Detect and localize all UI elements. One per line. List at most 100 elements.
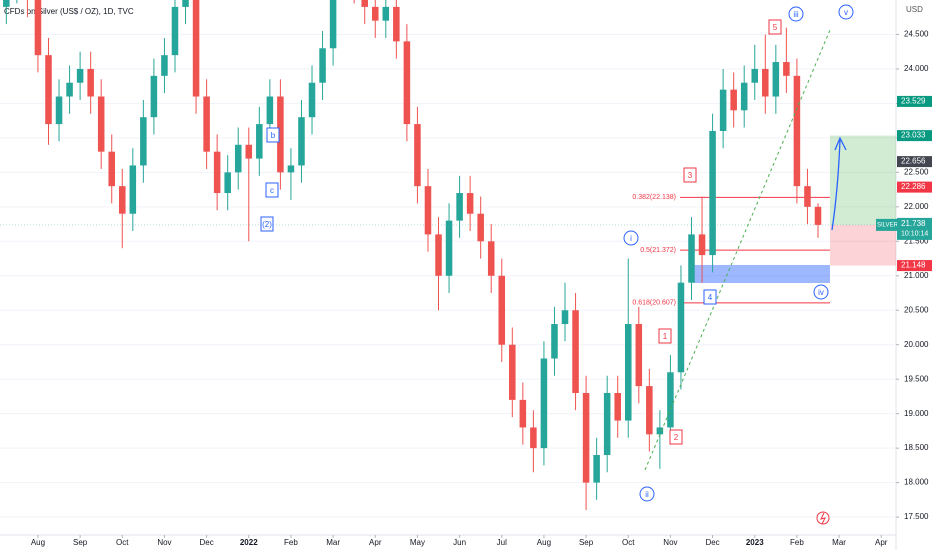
countdown-label: 10:10:14 <box>901 231 928 238</box>
candle-body <box>772 62 780 97</box>
x-tick-label: Feb <box>790 538 804 547</box>
candle-body <box>783 62 790 76</box>
wave-label: 2 <box>674 433 679 442</box>
fib-label: 0.382(22.138) <box>632 194 676 201</box>
wave-marker <box>658 328 672 344</box>
candle-body <box>445 220 453 276</box>
x-tick-label: Sep <box>579 538 594 547</box>
price-tag <box>897 156 932 168</box>
x-tick-label: Oct <box>622 538 635 547</box>
candle-body <box>234 144 242 173</box>
candle-body <box>646 386 653 435</box>
candle-body <box>171 6 179 56</box>
candle-body <box>603 392 611 456</box>
fib-label: 0.5(21.372) <box>640 247 676 254</box>
wave-label: ii <box>645 490 649 499</box>
event-icon-bolt <box>820 512 826 525</box>
candle-body <box>762 68 769 97</box>
candle-body <box>361 0 368 7</box>
wave-label: i <box>630 234 632 243</box>
candle-body <box>424 186 432 235</box>
candle-body <box>393 6 400 42</box>
candle-body <box>55 96 63 125</box>
wave-marker <box>266 127 280 143</box>
candle-body <box>740 82 748 111</box>
fib-label: 0.618(20.607) <box>632 300 676 307</box>
wave-marker <box>623 230 639 246</box>
candle-body <box>466 193 474 214</box>
x-tick-label: Apr <box>369 538 382 547</box>
candle-body <box>582 392 590 483</box>
candle-body <box>192 0 200 97</box>
candle-body <box>719 89 727 131</box>
candle-body <box>34 0 42 56</box>
wave-label: b <box>271 131 276 140</box>
y-tick-label: 19.500 <box>904 374 929 383</box>
x-tick-label: Feb <box>284 538 298 547</box>
candle-body <box>76 68 84 83</box>
wave-label: 4 <box>708 293 713 302</box>
wave-label: 3 <box>688 171 693 180</box>
x-tick-label: Dec <box>199 538 213 547</box>
wave-marker <box>768 19 782 35</box>
candle-body <box>487 241 495 276</box>
candle-body <box>119 186 126 214</box>
wave-marker <box>813 284 829 300</box>
y-tick-label: 18.500 <box>904 443 929 452</box>
wave-label: (2) <box>262 220 272 229</box>
wave-marker <box>260 216 274 232</box>
chart-title: CFDs on Silver (US$ / OZ), 1D, TVC <box>4 7 134 16</box>
demand-box <box>693 265 830 283</box>
y-tick-label: 22.500 <box>904 167 929 176</box>
price-tag <box>897 130 932 142</box>
candle-body <box>561 310 569 325</box>
wave-label: iv <box>818 288 824 297</box>
candle-body <box>319 48 326 83</box>
candle-body <box>371 6 379 21</box>
candle-body <box>182 0 189 7</box>
y-tick-label: 17.500 <box>904 512 929 521</box>
x-tick-label: Jul <box>497 538 507 547</box>
x-tick-label: May <box>410 538 425 547</box>
candle-body <box>3 0 10 7</box>
candle-body <box>540 358 548 449</box>
candle-body <box>793 75 801 187</box>
x-tick-label: Mar <box>832 538 846 547</box>
x-tick-label: 2022 <box>240 538 258 547</box>
x-tick-label: Dec <box>705 538 719 547</box>
x-tick-label: Sep <box>73 538 88 547</box>
candle-body <box>87 68 94 97</box>
wave-label: c <box>270 186 274 195</box>
price-tag <box>897 95 932 107</box>
candle-body <box>551 324 558 359</box>
x-tick-label: 2023 <box>746 538 764 547</box>
last-price-label: 21.738 <box>901 219 926 228</box>
price-tag-label: 23.033 <box>901 131 926 140</box>
x-tick-label: Oct <box>116 538 129 547</box>
candle-body <box>519 399 527 428</box>
candle-body <box>203 96 210 152</box>
candle-body <box>277 96 284 173</box>
candle-body <box>730 89 737 111</box>
event-icon <box>816 511 830 525</box>
candle-body <box>804 186 811 207</box>
x-tick-label: Nov <box>157 538 171 547</box>
wave-marker <box>838 4 854 20</box>
candle-body <box>329 0 337 49</box>
y-tick-label: 19.000 <box>904 409 929 418</box>
candle-body <box>635 324 643 387</box>
candle-body <box>456 193 463 221</box>
candle-body <box>287 165 295 173</box>
symbol-tag <box>876 218 897 231</box>
candle-body <box>435 234 442 276</box>
y-tick-label: 22.000 <box>904 202 929 211</box>
candle-body <box>224 172 231 194</box>
candle-body <box>161 55 168 76</box>
candle-body <box>45 55 52 125</box>
symbol-tag-label: SILVER <box>877 222 899 228</box>
wave-label: 5 <box>773 23 778 32</box>
wave-marker <box>265 182 279 198</box>
x-tick-label: Nov <box>663 538 677 547</box>
candle-body <box>667 372 674 428</box>
wave-marker <box>788 6 804 22</box>
